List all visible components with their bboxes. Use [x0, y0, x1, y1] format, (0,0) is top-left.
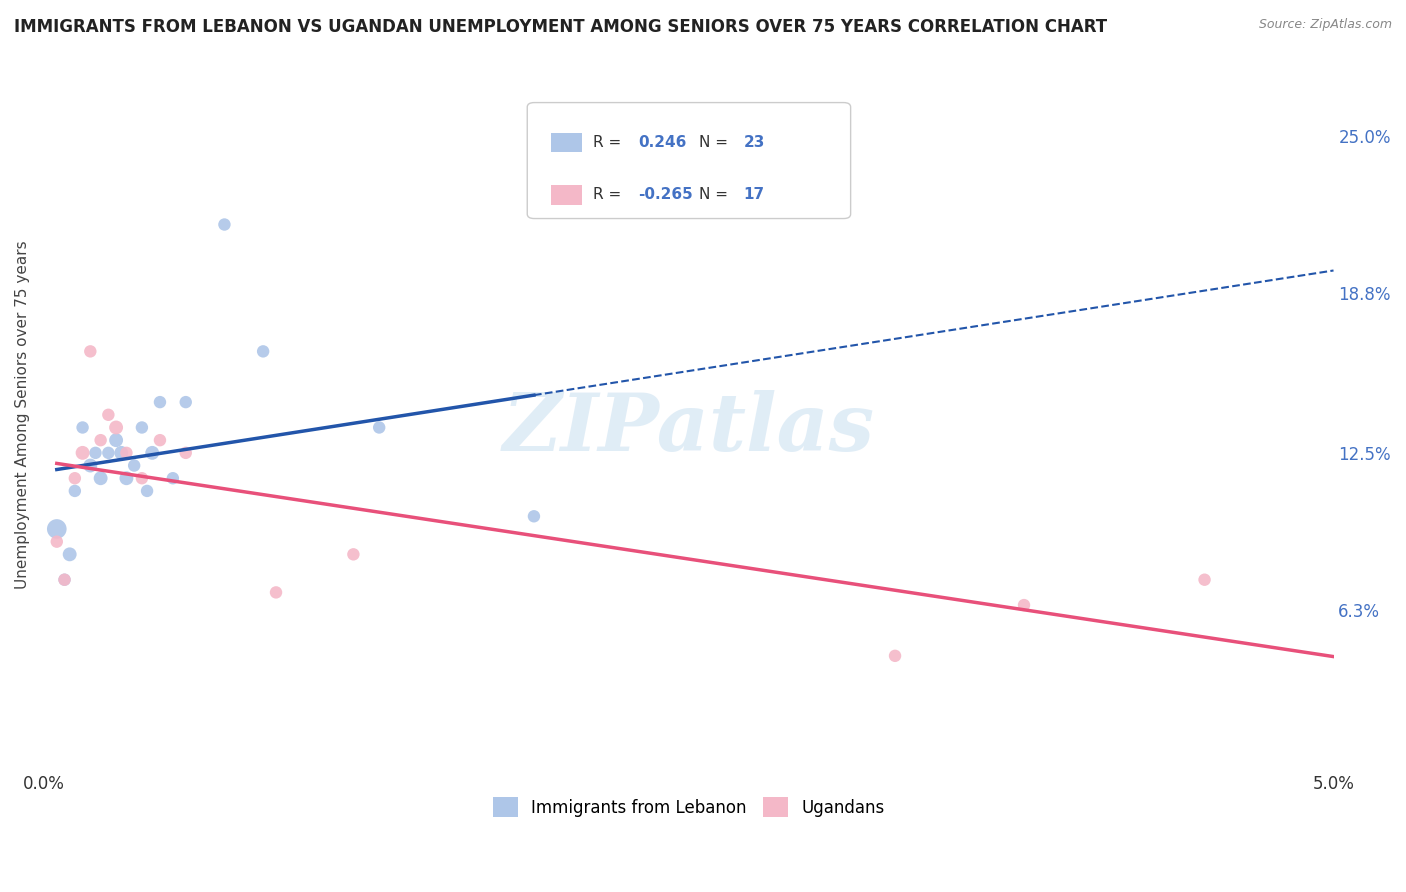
Point	[53, 573, 76, 587]
Text: R =: R =	[593, 187, 627, 202]
Point	[884, 648, 907, 663]
Point	[162, 471, 184, 485]
Y-axis label: Unemployment Among Seniors over 75 years: Unemployment Among Seniors over 75 years	[15, 241, 30, 589]
Point	[63, 471, 86, 485]
Point	[90, 471, 112, 485]
Point	[110, 446, 132, 460]
Point	[149, 433, 172, 447]
Point	[264, 585, 287, 599]
Point	[149, 395, 172, 409]
Legend: Immigrants from Lebanon, Ugandans: Immigrants from Lebanon, Ugandans	[484, 789, 893, 826]
Point	[131, 471, 153, 485]
Point	[53, 573, 76, 587]
Point	[252, 344, 274, 359]
Point	[45, 522, 67, 536]
Point	[105, 433, 128, 447]
Point	[136, 483, 159, 498]
Point	[97, 408, 120, 422]
Text: 0.246: 0.246	[638, 135, 686, 150]
Point	[115, 446, 138, 460]
Point	[115, 471, 138, 485]
Point	[214, 218, 236, 232]
Point	[174, 446, 197, 460]
Point	[90, 433, 112, 447]
Point	[72, 446, 94, 460]
Point	[1012, 598, 1035, 612]
Point	[105, 420, 128, 434]
Text: Source: ZipAtlas.com: Source: ZipAtlas.com	[1258, 18, 1392, 31]
Point	[84, 446, 107, 460]
Point	[45, 534, 67, 549]
Text: N =: N =	[699, 187, 733, 202]
Point	[59, 547, 82, 561]
Point	[342, 547, 364, 561]
Point	[131, 420, 153, 434]
Point	[79, 344, 101, 359]
Point	[63, 483, 86, 498]
Point	[141, 446, 163, 460]
Text: R =: R =	[593, 135, 627, 150]
Text: IMMIGRANTS FROM LEBANON VS UGANDAN UNEMPLOYMENT AMONG SENIORS OVER 75 YEARS CORR: IMMIGRANTS FROM LEBANON VS UGANDAN UNEMP…	[14, 18, 1107, 36]
Point	[122, 458, 145, 473]
Text: 17: 17	[744, 187, 765, 202]
Text: ZIPatlas: ZIPatlas	[502, 391, 875, 467]
Point	[523, 509, 546, 524]
Point	[174, 395, 197, 409]
Text: -0.265: -0.265	[638, 187, 693, 202]
Point	[79, 458, 101, 473]
Point	[1194, 573, 1216, 587]
Text: N =: N =	[699, 135, 733, 150]
Point	[368, 420, 391, 434]
Point	[97, 446, 120, 460]
Point	[72, 420, 94, 434]
Text: 23: 23	[744, 135, 765, 150]
